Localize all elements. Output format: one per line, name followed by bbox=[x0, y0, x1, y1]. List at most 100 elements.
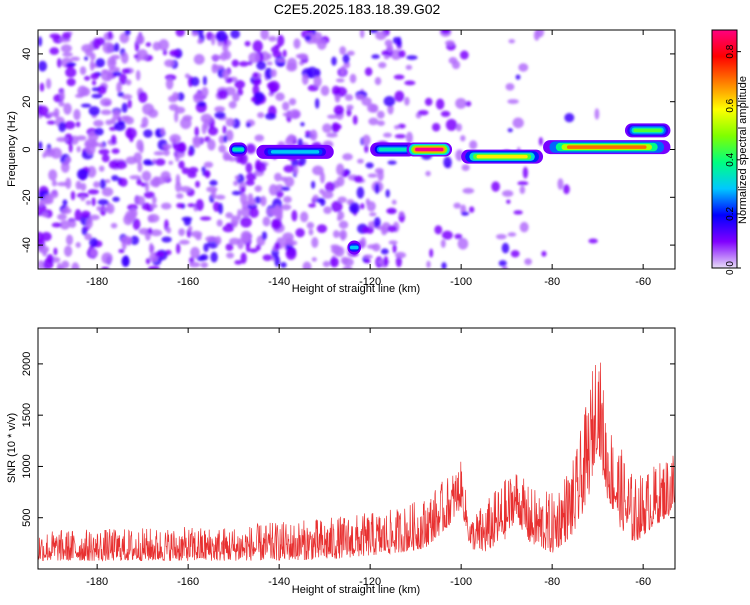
heatmap-noise-blob bbox=[43, 258, 54, 269]
heatmap-noise-blob bbox=[95, 58, 106, 68]
heatmap-noise-blob bbox=[316, 39, 327, 50]
heatmap-noise-blob bbox=[563, 184, 570, 195]
heatmap-noise-blob bbox=[65, 234, 74, 246]
heatmap-noise-blob bbox=[327, 114, 339, 119]
heatmap-noise-blob bbox=[222, 44, 229, 53]
heatmap-noise-blob bbox=[239, 61, 249, 67]
heatmap-noise-blob bbox=[346, 50, 355, 56]
heatmap-noise-blob bbox=[230, 215, 239, 227]
heatmap-noise-blob bbox=[190, 246, 200, 259]
heatmap-noise-blob bbox=[282, 101, 290, 111]
heatmap-noise-blob bbox=[270, 69, 277, 78]
snr-series-line bbox=[38, 362, 675, 562]
heatmap-noise-blob bbox=[141, 116, 149, 128]
heatmap-noise-blob bbox=[222, 68, 229, 80]
heatmap-noise-blob bbox=[398, 211, 405, 217]
heatmap-noise-blob bbox=[166, 226, 172, 234]
heatmap-noise-blob bbox=[288, 98, 297, 106]
heatmap-noise-blob bbox=[38, 60, 48, 72]
snr-frame bbox=[37, 327, 676, 570]
heatmap-noise-blob bbox=[405, 64, 413, 70]
heatmap-noise-blob bbox=[121, 68, 131, 74]
heatmap-noise-blob bbox=[237, 238, 244, 250]
heatmap-noise-blob bbox=[455, 123, 463, 132]
heatmap-noise-blob bbox=[313, 75, 322, 88]
heatmap-noise-blob bbox=[394, 134, 407, 139]
heatmap-noise-blob bbox=[366, 201, 376, 212]
heatmap-noise-blob bbox=[110, 117, 117, 125]
heatmap-noise-blob bbox=[187, 149, 193, 157]
heatmap-noise-blob bbox=[394, 90, 405, 102]
heatmap-noise-blob bbox=[441, 30, 451, 35]
heatmap-noise-blob bbox=[91, 80, 97, 86]
heatmap-noise-blob bbox=[364, 67, 373, 77]
heatmap-noise-blob bbox=[91, 197, 96, 207]
heatmap-noise-blob bbox=[203, 161, 214, 168]
heatmap-noise-blob bbox=[339, 46, 347, 55]
heatmap-noise-blob bbox=[195, 180, 201, 188]
heatmap-noise-blob bbox=[324, 181, 336, 193]
heatmap-noise-blob bbox=[331, 85, 341, 96]
heatmap-noise-blob bbox=[320, 85, 330, 96]
heatmap-noise-blob bbox=[39, 82, 45, 92]
heatmap-noise-blob bbox=[508, 39, 516, 44]
heatmap-noise-blob bbox=[164, 59, 175, 68]
heatmap-noise-blob bbox=[120, 235, 133, 245]
heatmap-noise-blob bbox=[302, 261, 312, 269]
heatmap-noise-blob bbox=[394, 251, 407, 259]
heatmap-noise-blob bbox=[57, 265, 65, 269]
heatmap-noise-blob bbox=[176, 202, 184, 209]
heatmap-noise-blob bbox=[338, 220, 349, 229]
heatmap-noise-blob bbox=[455, 97, 467, 109]
heatmap-noise-blob bbox=[125, 79, 132, 86]
heatmap-noise-blob bbox=[241, 232, 250, 244]
heatmap-noise-blob bbox=[435, 98, 445, 110]
heatmap-noise-blob bbox=[299, 211, 309, 223]
heatmap-noise-blob bbox=[387, 225, 397, 233]
heatmap-noise-blob bbox=[56, 137, 68, 142]
heatmap-noise-blob bbox=[376, 225, 384, 230]
heatmap-y-label: Frequency (Hz) bbox=[6, 111, 18, 187]
heatmap-noise-blob bbox=[129, 175, 142, 180]
heatmap-noise-blob bbox=[64, 133, 74, 145]
heatmap-noise-blob bbox=[124, 116, 134, 125]
heatmap-noise-blob bbox=[209, 179, 218, 186]
heatmap-noise-blob bbox=[274, 44, 281, 49]
heatmap-noise-blob bbox=[308, 228, 314, 236]
heatmap-noise-blob bbox=[165, 78, 174, 90]
heatmap-noise-blob bbox=[507, 232, 517, 237]
heatmap-noise-blob bbox=[283, 165, 295, 173]
heatmap-noise-blob bbox=[51, 179, 57, 187]
heatmap-noise-blob bbox=[197, 101, 207, 108]
heatmap-noise-blob bbox=[314, 68, 321, 77]
heatmap-noise-blob bbox=[87, 189, 100, 195]
heatmap-noise-blob bbox=[286, 135, 296, 142]
heatmap-noise-blob bbox=[275, 92, 285, 101]
x-tick-label: -160 bbox=[177, 276, 199, 288]
heatmap-noise-blob bbox=[193, 92, 205, 104]
heatmap-noise-blob bbox=[149, 178, 160, 187]
heatmap-noise-blob bbox=[220, 51, 228, 61]
y-tick-label: 1000 bbox=[21, 454, 33, 478]
heatmap-noise-blob bbox=[377, 120, 385, 126]
heatmap-noise-blob bbox=[319, 198, 326, 207]
heatmap-noise-blob bbox=[66, 62, 77, 67]
heatmap-noise-blob bbox=[64, 120, 76, 130]
heatmap-noise-blob bbox=[431, 122, 441, 132]
heatmap-noise-blob bbox=[250, 96, 257, 102]
heatmap-noise-blob bbox=[255, 244, 261, 251]
heatmap-noise-blob bbox=[240, 252, 247, 264]
heatmap-noise-blob bbox=[223, 135, 228, 143]
heatmap-noise-blob bbox=[89, 248, 98, 258]
heatmap-noise-blob bbox=[448, 57, 458, 65]
heatmap-noise-blob bbox=[188, 261, 201, 268]
heatmap-noise-blob bbox=[254, 134, 265, 142]
heatmap-noise-blob bbox=[264, 67, 273, 80]
heatmap-noise-blob bbox=[417, 109, 429, 116]
heatmap-noise-blob bbox=[336, 163, 345, 176]
heatmap-noise-blob bbox=[362, 226, 370, 234]
heatmap-noise-blob bbox=[331, 123, 342, 130]
heatmap-noise-blob bbox=[59, 220, 71, 230]
heatmap-noise-blob bbox=[331, 200, 343, 213]
x-tick-label: -120 bbox=[359, 276, 381, 288]
